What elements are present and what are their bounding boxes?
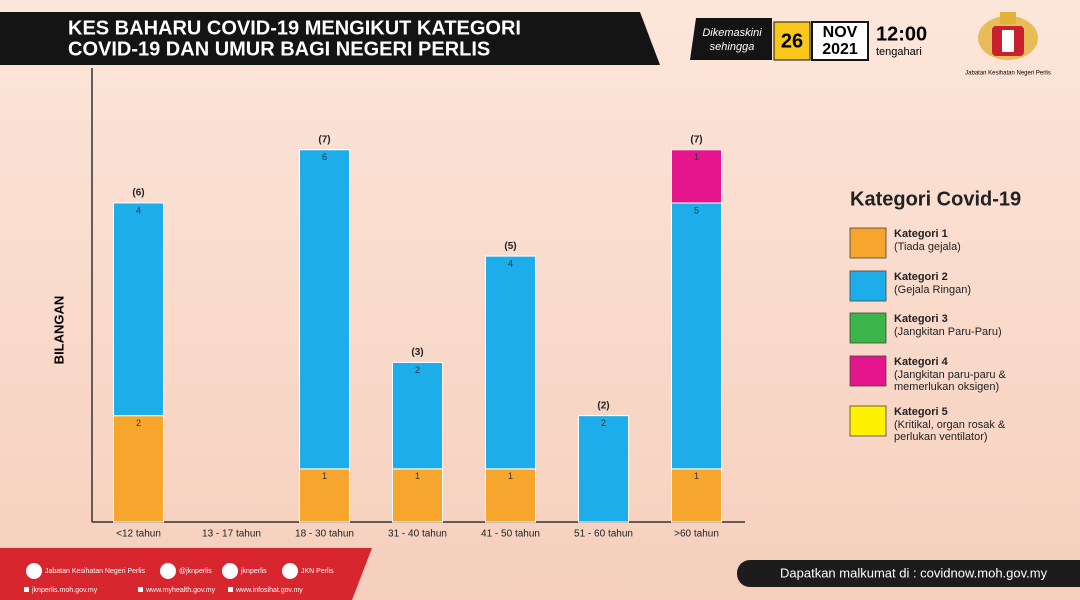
segment-label: 1 <box>694 152 699 162</box>
time: 12:00 <box>876 23 927 45</box>
x-tick-label: 51 - 60 tahun <box>574 529 633 540</box>
y-axis-label: BILANGAN <box>51 296 66 365</box>
legend-description: (Jangkitan paru-paru & <box>894 369 1007 381</box>
legend-name: Kategori 2 <box>894 271 948 283</box>
site-bullet <box>228 587 233 592</box>
segment-label: 2 <box>136 418 141 428</box>
bar-segment <box>299 468 350 523</box>
updated-label: sehingga <box>710 41 755 53</box>
x-tick-label: 41 - 50 tahun <box>481 529 540 540</box>
day-box <box>773 21 811 61</box>
segment-label: 2 <box>415 365 420 375</box>
legend-swatch <box>849 355 887 387</box>
legend-description: (Tiada gejala) <box>894 241 961 253</box>
legend-description: perlukan ventilator) <box>894 431 988 443</box>
x-tick-label: 18 - 30 tahun <box>295 529 354 540</box>
social-icon <box>160 563 176 579</box>
legend-title: Kategori Covid-19 <box>850 188 1021 210</box>
segment-label: 1 <box>694 471 699 481</box>
legend-swatch <box>849 270 887 302</box>
bar-segment <box>113 415 164 523</box>
bar-segment <box>485 255 536 470</box>
updated-label: Dikemaskini <box>702 27 762 39</box>
site-url: www.infosihat.gov.my <box>235 587 303 594</box>
segment-label: 5 <box>694 205 699 215</box>
x-tick-label: 31 - 40 tahun <box>388 529 447 540</box>
site-url: jknperlis.moh.gov.my <box>31 587 98 594</box>
legend-description: (Gejala Ringan) <box>894 284 971 296</box>
time-note: tengahari <box>876 46 922 58</box>
legend-name: Kategori 1 <box>894 228 948 240</box>
segment-label: 4 <box>136 205 141 215</box>
date-box <box>690 18 772 60</box>
bar-segment <box>299 149 350 470</box>
social-icon <box>282 563 298 579</box>
footer-banner <box>0 548 372 600</box>
legend-name: Kategori 3 <box>894 313 948 325</box>
legend-swatch <box>849 405 887 437</box>
segment-label: 4 <box>508 258 513 268</box>
total-label: (7) <box>690 134 702 145</box>
x-tick-label: >60 tahun <box>674 529 719 540</box>
agency: Jabatan Kesihatan Negeri Perlis <box>965 71 1051 77</box>
total-label: (3) <box>411 347 423 358</box>
info-text: Dapatkan malkumat di : covidnow.moh.gov.… <box>780 565 1048 580</box>
bar-segment <box>671 202 722 470</box>
total-label: (2) <box>597 400 609 411</box>
bar-segment <box>671 468 722 523</box>
bar-segment <box>578 415 629 523</box>
legend-description: (Kritikal, organ rosak & <box>894 419 1006 431</box>
legend-description: (Jangkitan Paru-Paru) <box>894 326 1002 338</box>
title: KES BAHARU COVID-19 MENGIKUT KATEGORI <box>68 17 521 39</box>
segment-label: 1 <box>508 471 513 481</box>
site-bullet <box>24 587 29 592</box>
site-bullet <box>138 587 143 592</box>
segment-label: 1 <box>322 471 327 481</box>
legend-swatch <box>849 312 887 344</box>
title-banner <box>0 12 660 65</box>
legend-swatch <box>849 227 887 259</box>
info-pill <box>737 560 1080 587</box>
segment-label: 6 <box>322 152 327 162</box>
segment-label: 1 <box>415 471 420 481</box>
year: 2021 <box>822 41 858 58</box>
bar-segment <box>671 149 722 204</box>
social-icon <box>26 563 42 579</box>
x-tick-label: <12 tahun <box>116 529 161 540</box>
title: COVID-19 DAN UMUR BAGI NEGERI PERLIS <box>68 38 490 60</box>
social-handle: Jabatan Kesihatan Negeri Perlis <box>45 568 146 575</box>
x-tick-label: 13 - 17 tahun <box>202 529 261 540</box>
total-label: (6) <box>132 188 144 199</box>
crest <box>978 12 1038 60</box>
social-handle: @jknperlis <box>179 568 212 575</box>
social-handle: jknperlis <box>240 568 267 575</box>
legend-name: Kategori 4 <box>894 356 949 368</box>
social-handle: JKN Perlis <box>301 568 334 575</box>
month: NOV <box>823 24 858 41</box>
bar-segment <box>392 361 443 470</box>
legend-name: Kategori 5 <box>894 406 948 418</box>
month-box <box>811 21 869 61</box>
total-label: (5) <box>504 241 516 252</box>
social-icon <box>222 563 238 579</box>
day: 26 <box>781 30 803 52</box>
legend-description: memerlukan oksigen) <box>894 381 999 393</box>
total-label: (7) <box>318 134 330 145</box>
bar-segment <box>113 202 164 417</box>
site-url: www.myhealth.gov.my <box>145 587 216 594</box>
segment-label: 2 <box>601 418 606 428</box>
